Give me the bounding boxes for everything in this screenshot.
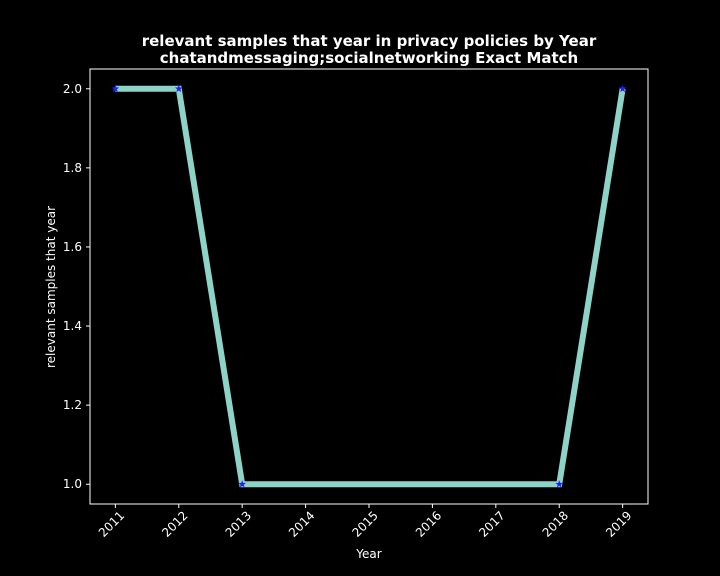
chart-title: relevant samples that year in privacy po… [142,32,597,50]
x-axis-label: Year [355,547,381,561]
y-tick-label: 1.2 [63,398,82,412]
data-point-marker [111,84,120,93]
plot-area [111,84,627,488]
data-point-marker [174,84,183,93]
chart-subtitle: chatandmessaging;socialnetworking Exact … [160,49,578,67]
y-axis-label: relevant samples that year [44,206,58,368]
y-tick-label: 1.4 [63,319,82,333]
y-tick-label: 2.0 [63,82,82,96]
y-tick-label: 1.8 [63,161,82,175]
y-tick-label: 1.0 [63,477,82,491]
data-point-marker [555,480,564,488]
data-point-marker [618,84,627,93]
y-tick-label: 1.6 [63,240,82,254]
data-point-marker [238,480,246,488]
y-axis: 1.0 1.2 1.4 1.6 1.8 2.0 [63,82,90,491]
